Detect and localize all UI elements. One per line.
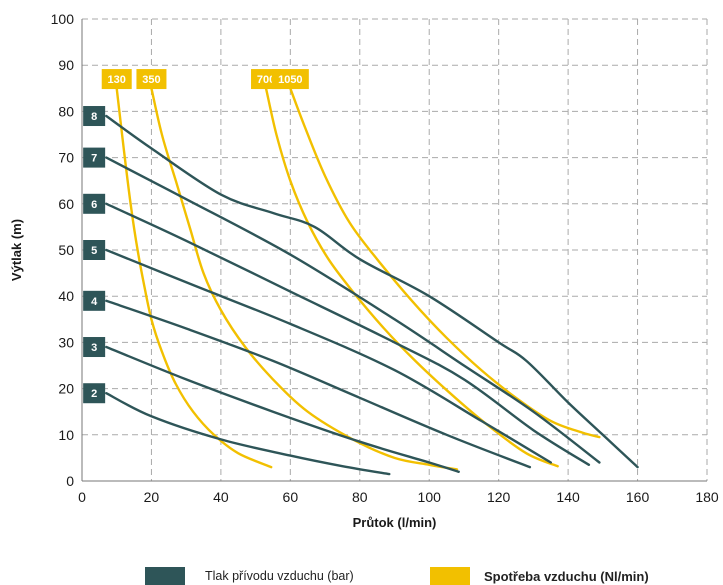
- air-consumption-line-1050: [289, 87, 601, 439]
- pressure-badge-label: 4: [91, 296, 98, 308]
- pressure-badge: [83, 106, 106, 127]
- x-tick-label: 40: [213, 489, 229, 505]
- y-tick-label: 0: [66, 473, 74, 489]
- pressure-line-7: [105, 156, 601, 464]
- legend-item-air: Spotřeba vzduchu (Nl/min): [430, 567, 649, 585]
- air-badge: [136, 69, 167, 90]
- pressure-line-3: [105, 345, 460, 473]
- y-tick-labels: 0 10 20 30 40 50 60 70 80 90 100: [51, 11, 75, 489]
- pressure-line-4: [105, 299, 532, 469]
- air-consumption-line-700: [264, 87, 559, 468]
- y-tick-label: 40: [58, 288, 74, 304]
- air-badge-label: 350: [142, 74, 160, 86]
- y-tick-label: 10: [58, 427, 74, 443]
- x-tick-label: 80: [352, 489, 368, 505]
- legend-swatch-pressure: [145, 567, 185, 585]
- pressure-badge: [83, 240, 106, 260]
- pressure-badge-label: 8: [91, 111, 97, 123]
- air-consumption-series: [115, 87, 601, 471]
- pressure-line-2: [105, 392, 391, 476]
- series-badges: 130 350 700 1050 2 3 4 5 6 7 8: [83, 69, 309, 404]
- pressure-badge-label: 2: [91, 388, 97, 400]
- air-badge-label: 700: [257, 74, 275, 86]
- air-consumption-line-350: [150, 87, 459, 471]
- pressure-badge-label: 7: [91, 153, 97, 165]
- pressure-badge: [83, 383, 106, 404]
- pressure-badge: [83, 290, 106, 311]
- legend-swatch-air: [430, 567, 470, 585]
- air-badge: [271, 69, 309, 90]
- y-tick-label: 70: [58, 150, 74, 166]
- legend-label-air: Spotřeba vzduchu (Nl/min): [484, 568, 649, 584]
- pressure-badge-label: 3: [91, 342, 97, 354]
- y-tick-label: 20: [58, 381, 74, 397]
- legend-item-pressure: Tlak přívodu vzduchu (bar): [145, 567, 354, 585]
- x-tick-label: 180: [695, 489, 719, 505]
- axes: [81, 19, 707, 482]
- y-tick-label: 60: [58, 196, 74, 212]
- supply-pressure-series: [105, 114, 639, 476]
- x-tick-label: 20: [144, 489, 160, 505]
- air-badge: [101, 69, 132, 90]
- y-tick-label: 100: [51, 11, 75, 27]
- x-tick-label: 120: [487, 489, 511, 505]
- air-badge-label: 130: [108, 74, 126, 86]
- pressure-line-5: [105, 248, 552, 464]
- x-tick-label: 0: [78, 489, 86, 505]
- y-tick-label: 50: [58, 242, 74, 258]
- air-consumption-line-130: [115, 87, 273, 469]
- air-badge-label: 1050: [278, 74, 302, 86]
- x-tick-label: 160: [626, 489, 650, 505]
- y-axis-label: Výtlak (m): [9, 219, 24, 281]
- pressure-badge-label: 5: [91, 245, 97, 257]
- y-tick-label: 90: [58, 57, 74, 73]
- y-tick-label: 80: [58, 103, 74, 119]
- x-tick-label: 140: [556, 489, 580, 505]
- pressure-line-6: [105, 202, 591, 466]
- pressure-badge: [83, 337, 106, 358]
- legend-label-pressure: Tlak přívodu vzduchu (bar): [205, 569, 354, 583]
- pressure-badge: [83, 193, 106, 214]
- pressure-line-8: [105, 114, 639, 469]
- x-tick-label: 100: [418, 489, 442, 505]
- x-axis-label: Průtok (l/min): [353, 515, 437, 530]
- x-tick-label: 60: [283, 489, 299, 505]
- y-tick-label: 30: [58, 334, 74, 350]
- x-tick-labels: 0 20 40 60 80 100 120 140 160 180: [78, 489, 719, 505]
- pressure-badge-label: 6: [91, 199, 97, 211]
- pressure-badge: [83, 147, 106, 168]
